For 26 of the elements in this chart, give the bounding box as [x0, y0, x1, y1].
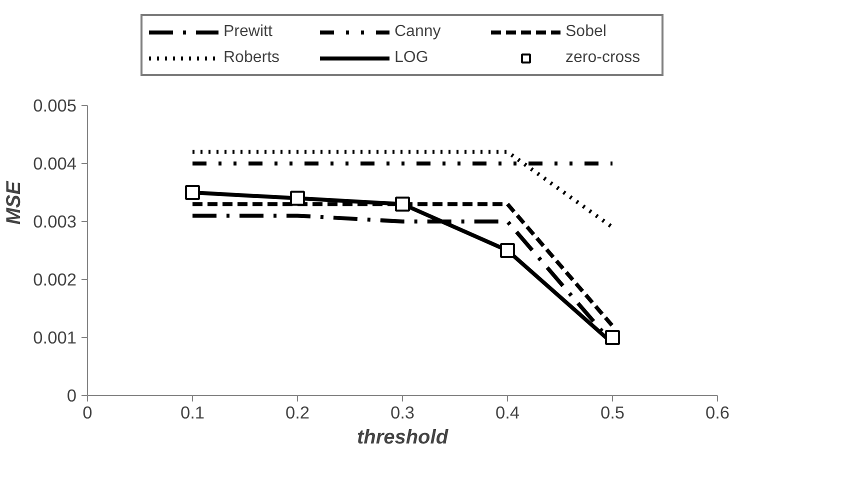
x-tick-label: 0.1: [180, 402, 205, 422]
legend-label: zero-cross: [566, 49, 642, 67]
y-tick-label: 0.003: [33, 212, 77, 232]
x-tick-label: 0.3: [390, 402, 415, 422]
y-tick-label: 0.004: [33, 154, 77, 174]
y-tick-label: 0.005: [33, 96, 77, 116]
point: [605, 330, 620, 345]
point: [395, 196, 410, 212]
y-axis-title: MSE: [3, 180, 26, 225]
point: [185, 185, 200, 200]
legend-label: Roberts: [224, 49, 281, 67]
legend-label: Prewitt: [224, 23, 274, 41]
legend-label: LOG: [394, 49, 430, 67]
x-tick-label: 0: [82, 402, 92, 422]
x-tick-label: 0.2: [285, 402, 310, 422]
x-axis-title: threshold: [356, 426, 449, 448]
y-tick-label: 0: [66, 386, 77, 406]
y-tick-label: 0.001: [33, 328, 77, 348]
x-tick-label: 0.5: [600, 402, 625, 422]
point: [290, 190, 305, 206]
legend-label: Canny: [394, 23, 442, 41]
point: [500, 243, 515, 258]
y-tick-label: 0.002: [33, 270, 77, 290]
x-tick-label: 0.6: [705, 402, 730, 422]
x-tick-label: 0.4: [495, 402, 520, 422]
legend-label: Sobel: [566, 23, 608, 41]
